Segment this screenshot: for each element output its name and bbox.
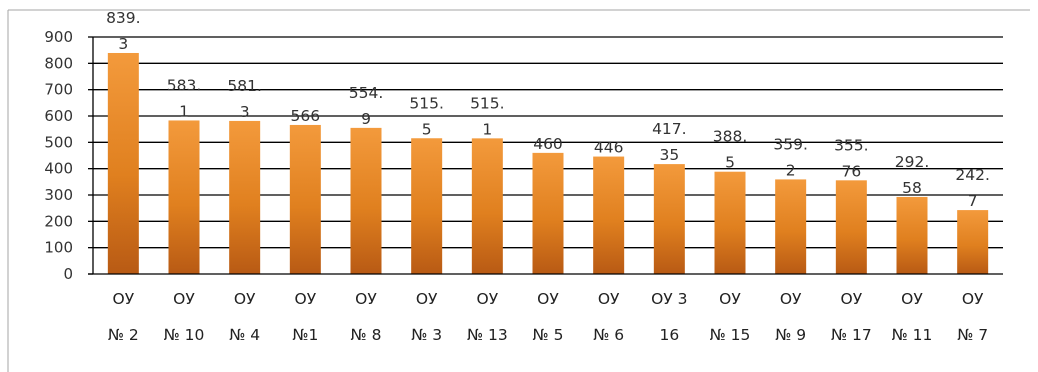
bar (896, 196, 928, 274)
bar (289, 124, 321, 274)
y-tick-label: 500 (44, 133, 73, 151)
bar (471, 138, 503, 274)
bar (229, 120, 261, 274)
bar (653, 164, 685, 274)
category-label: ОУ № 8 (351, 290, 382, 344)
y-tick-label: 0 (63, 265, 73, 283)
category-label: ОУ № 13 (467, 290, 508, 344)
axes (88, 36, 1003, 275)
data-label: 566 (291, 107, 321, 125)
y-tick-label: 900 (44, 28, 73, 46)
category-label: ОУ № 9 (775, 290, 806, 344)
category-label: ОУ № 4 (229, 290, 260, 344)
y-tick-label: 800 (44, 54, 73, 72)
category-label: ОУ № 15 (710, 290, 751, 344)
bar (593, 156, 625, 274)
data-label: 515. 1 (470, 94, 505, 138)
data-label: 515. 5 (409, 94, 444, 138)
data-label: 417. 35 (652, 120, 687, 164)
data-label: 460 (533, 135, 563, 153)
bar (775, 179, 807, 274)
category-label: ОУ № 17 (831, 290, 872, 344)
bars (107, 52, 989, 275)
bar (168, 120, 200, 274)
data-label: 292. 58 (895, 153, 930, 197)
y-tick-label: 400 (44, 160, 73, 178)
y-tick-label: 300 (44, 186, 73, 204)
bar (957, 210, 989, 274)
data-labels: 839. 3 583. 1 581. 3 566 554. 9 515. 5 515. 1 460 446 4… (106, 9, 990, 210)
data-label: 355. 76 (834, 136, 869, 180)
bar (350, 127, 382, 274)
category-label: ОУ №1 (292, 290, 318, 344)
category-labels: ОУ № 2 ОУ № 10 ОУ № 4 ОУ №1 ОУ № 8 ОУ № 3 ОУ № 13 ОУ № … (108, 290, 988, 344)
category-label: ОУ № 3 (411, 290, 442, 344)
category-label: ОУ № 11 (892, 290, 933, 344)
bar (714, 171, 746, 274)
y-tick-labels: 0 100 200 300 400 500 600 700 800 900 (44, 28, 73, 283)
category-label: ОУ № 7 (957, 290, 988, 344)
category-label: ОУ № 2 (108, 290, 139, 344)
data-label: 839. 3 (106, 9, 141, 53)
data-label: 446 (594, 139, 624, 157)
y-tick-label: 700 (44, 81, 73, 99)
category-label: ОУ № 5 (533, 290, 564, 344)
bar (107, 52, 139, 275)
category-label: ОУ 3 16 (651, 290, 687, 344)
data-label: 359. 2 (773, 135, 808, 179)
y-tick-label: 200 (44, 212, 73, 230)
bar (835, 180, 867, 274)
category-label: ОУ № 10 (164, 290, 205, 344)
data-label: 388. 5 (713, 128, 748, 172)
y-tick-label: 100 (44, 239, 73, 257)
data-label: 583. 1 (167, 76, 202, 120)
data-label: 581. 3 (227, 77, 262, 121)
bar (411, 138, 443, 274)
bar (532, 152, 564, 274)
category-label: ОУ № 6 (593, 290, 624, 344)
data-label: 554. 9 (349, 84, 384, 128)
data-label: 242. 7 (955, 166, 990, 210)
y-tick-label: 600 (44, 107, 73, 125)
